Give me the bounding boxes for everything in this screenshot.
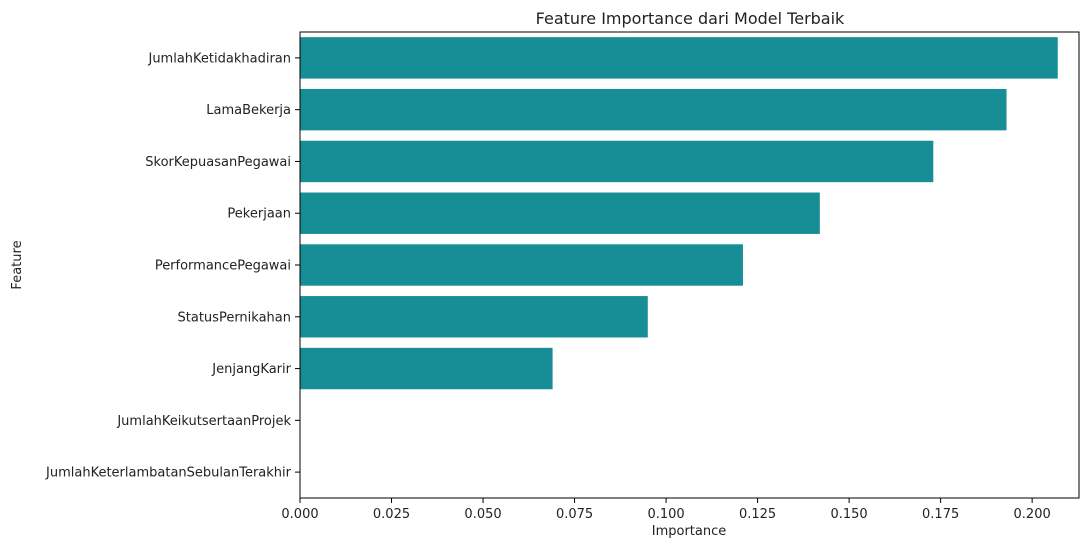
x-tick-label: 0.200	[1014, 507, 1051, 522]
x-tick-label: 0.100	[647, 507, 684, 522]
chart-title: Feature Importance dari Model Terbaik	[536, 9, 845, 28]
x-tick-label: 0.000	[281, 507, 318, 522]
x-tick-label: 0.175	[922, 507, 959, 522]
x-tick-label: 0.075	[556, 507, 593, 522]
bar	[300, 347, 553, 390]
x-tick-label: 0.150	[830, 507, 867, 522]
y-tick-label: Pekerjaan	[227, 207, 291, 222]
y-tick-label: JumlahKeikutsertaanProjek	[116, 414, 291, 429]
y-tick-label: LamaBekerja	[206, 103, 291, 118]
bar	[300, 140, 934, 183]
y-axis-ticks: JumlahKetidakhadiran LamaBekerja SkorKepua…	[45, 51, 300, 481]
bar	[300, 88, 1007, 131]
y-tick-label: JenjangKarir	[211, 362, 291, 377]
plot-frame	[299, 31, 1080, 499]
y-tick-label: JumlahKetidakhadiran	[147, 51, 291, 66]
bar	[300, 37, 1058, 79]
x-tick-label: 0.125	[739, 507, 776, 522]
y-tick-label: PerformancePegawai	[155, 259, 291, 274]
bar	[300, 192, 820, 234]
y-tick-label: JumlahKeterlambatanSebulanTerakhir	[45, 466, 292, 481]
y-axis-label: Feature	[10, 240, 25, 289]
bar	[300, 244, 743, 286]
x-axis-ticks: 0.000 0.025 0.050 0.075 0.100 0.125 0.150 0.175…	[281, 498, 1051, 522]
y-tick-label: StatusPernikahan	[178, 310, 291, 325]
bar	[300, 296, 648, 338]
x-axis-label: Importance	[652, 524, 727, 539]
bars-group	[300, 37, 1058, 390]
x-tick-label: 0.025	[373, 507, 410, 522]
x-tick-label: 0.050	[464, 507, 501, 522]
y-tick-label: SkorKepuasanPegawai	[145, 155, 291, 170]
